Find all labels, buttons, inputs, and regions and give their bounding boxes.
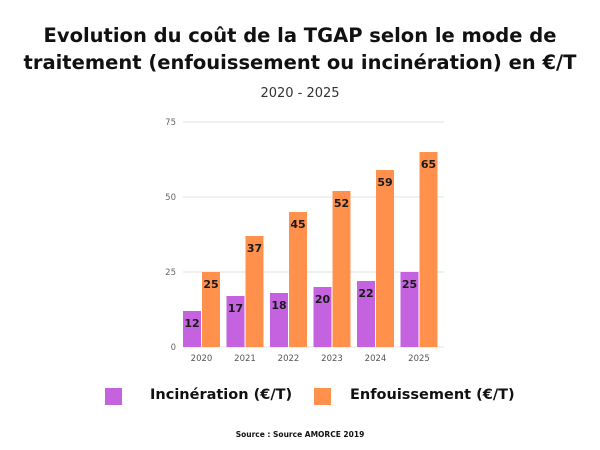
legend-label-enfouissement: Enfouissement (€/T) xyxy=(350,387,515,403)
y-tick-label: 50 xyxy=(165,193,176,203)
data-label: 59 xyxy=(377,176,392,189)
bar-incineration xyxy=(357,281,375,347)
bar-enfouissement xyxy=(202,272,220,347)
data-label: 65 xyxy=(421,158,436,171)
x-tick-label: 2025 xyxy=(408,354,430,364)
bar-enfouissement xyxy=(332,191,351,347)
data-label: 12 xyxy=(184,317,199,330)
bar-incineration xyxy=(313,287,332,347)
bar-enfouissement xyxy=(419,152,438,347)
bar-enfouissement xyxy=(376,170,394,347)
legend-swatch-enfouissement xyxy=(314,388,331,405)
legend-label-incineration: Incinération (€/T) xyxy=(150,387,293,403)
data-label: 22 xyxy=(358,287,373,300)
bar-incineration xyxy=(270,293,288,347)
chart-subtitle: 2020 - 2025 xyxy=(260,86,340,101)
legend-swatch-incineration xyxy=(105,388,122,405)
bar-incineration xyxy=(226,296,245,347)
x-tick-label: 2020 xyxy=(191,354,213,364)
data-label: 18 xyxy=(271,299,286,312)
data-label: 17 xyxy=(228,302,243,315)
y-tick-label: 75 xyxy=(165,118,176,128)
x-tick-label: 2021 xyxy=(234,354,256,364)
data-label: 25 xyxy=(203,278,218,291)
bar-enfouissement xyxy=(289,212,307,347)
bar-enfouissement xyxy=(245,236,264,347)
x-tick-label: 2024 xyxy=(365,354,387,364)
y-tick-label: 25 xyxy=(165,268,176,278)
data-label: 52 xyxy=(334,197,349,210)
data-label: 37 xyxy=(247,242,262,255)
bar-incineration xyxy=(400,272,419,347)
source-note: Source : Source AMORCE 2019 xyxy=(235,430,365,439)
data-label: 20 xyxy=(315,293,331,306)
chart-title: Evolution du coût de la TGAP selon le mo… xyxy=(23,24,577,74)
x-tick-label: 2022 xyxy=(278,354,300,364)
data-label: 25 xyxy=(402,278,417,291)
bar-incineration xyxy=(183,311,201,347)
y-tick-label: 0 xyxy=(171,343,176,353)
x-tick-label: 2023 xyxy=(321,354,343,364)
data-label: 45 xyxy=(290,218,305,231)
